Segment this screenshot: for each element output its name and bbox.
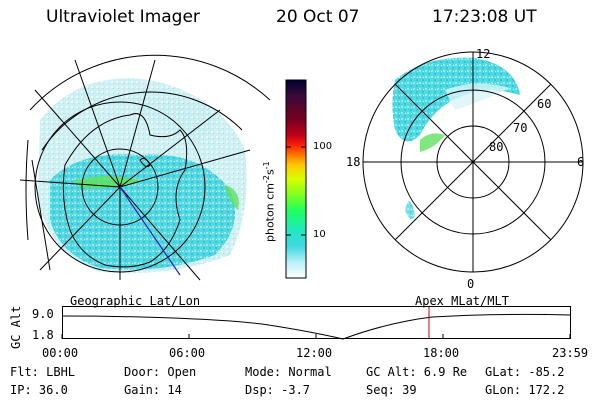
orbit-x-tick-1: 06:00 — [169, 346, 206, 360]
glon-value: GLon: 172.2 — [485, 383, 565, 397]
glat-value: GLat: -85.2 — [485, 365, 565, 379]
geographic-image — [19, 54, 271, 281]
mode-value: Mode: Normal — [245, 365, 332, 379]
time-label: 17:23:08 UT — [432, 7, 537, 27]
orbit-y-tick-bottom: 1.8 — [32, 328, 54, 342]
mlt-label-6: 6 — [577, 155, 585, 169]
orbit-y-axis-label: GC Alt — [9, 305, 23, 349]
door-status: Door: Open — [124, 365, 197, 379]
mlat-label-70: 70 — [513, 121, 528, 135]
colorbar — [285, 79, 307, 279]
orbit-right-title: Apex MLat/MLT — [415, 294, 509, 308]
date-label: 20 Oct 07 — [276, 7, 360, 27]
colorbar-unit-label: photon cm-2s-1 — [262, 161, 277, 242]
mlt-label-0: 0 — [467, 277, 475, 291]
mlat-label-60: 60 — [537, 97, 552, 111]
orbit-y-tick-top: 9.0 — [32, 307, 54, 321]
polar-plot — [362, 51, 584, 273]
orbit-x-tick-2: 12:00 — [296, 346, 333, 360]
mlt-label-18: 18 — [346, 155, 361, 169]
filter-value: Flt: LBHL — [10, 365, 76, 379]
dsp-value: Dsp: -3.7 — [245, 383, 311, 397]
ip-value: IP: 36.0 — [10, 383, 68, 397]
orbit-x-tick-0: 00:00 — [42, 346, 79, 360]
mlt-label-12: 12 — [476, 47, 491, 61]
orbit-left-title: Geographic Lat/Lon — [70, 294, 201, 308]
gc-alt-value: GC Alt: 6.9 Re — [366, 365, 468, 379]
orbit-x-tick-3: 18:00 — [423, 346, 460, 360]
gain-value: Gain: 14 — [124, 383, 182, 397]
instrument-title: Ultraviolet Imager — [46, 7, 200, 27]
colorbar-tick-10: 10 — [313, 229, 326, 240]
seq-value: Seq: 39 — [366, 383, 417, 397]
colorbar-tick-100: 100 — [313, 141, 333, 152]
orbit-x-tick-4: 23:59 — [552, 346, 589, 360]
orbit-altitude-plot — [61, 306, 572, 340]
mlat-label-80: 80 — [489, 140, 504, 154]
